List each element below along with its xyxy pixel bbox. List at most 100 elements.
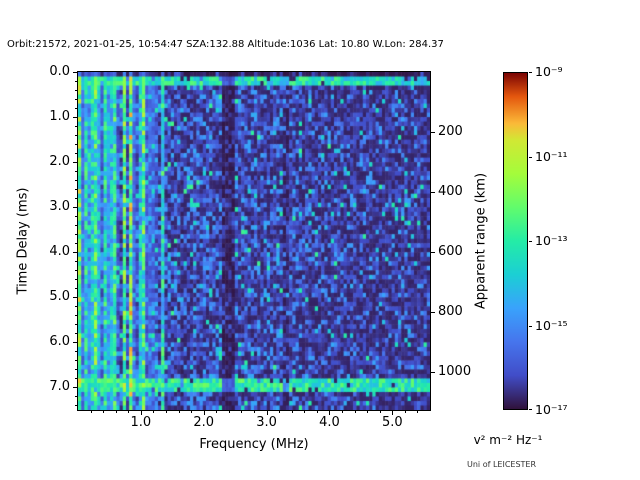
y-tick-label: 1.0: [49, 109, 70, 125]
x-minor-tick-mark: [103, 411, 105, 413]
y-minor-tick-mark: [75, 288, 77, 290]
colorbar-tick-label: 10⁻⁹: [535, 64, 563, 79]
y-tick-label: 5.0: [49, 289, 70, 305]
x-minor-tick-mark: [417, 411, 419, 413]
y-minor-tick-mark: [75, 144, 77, 146]
y-tick-mark: [73, 387, 77, 389]
y-tick-mark: [73, 297, 77, 299]
y-minor-tick-mark: [75, 225, 77, 227]
colorbar-tick-label: 10⁻¹⁵: [535, 317, 568, 333]
colorbar-tick-mark: [529, 156, 532, 158]
y-minor-tick-mark: [75, 234, 77, 236]
range-tick-label: 400: [438, 184, 463, 200]
colorbar: [503, 72, 528, 410]
x-minor-tick-mark: [178, 411, 180, 413]
x-minor-tick-mark: [354, 411, 356, 413]
x-tick-label: 3.0: [256, 415, 277, 430]
x-tick-label: 1.0: [130, 415, 152, 430]
colorbar-tick-mark: [529, 241, 532, 242]
plot-title: Orbit:21572, 2021-01-25, 10:54:47 SZA:13…: [7, 39, 444, 50]
x-minor-tick-mark: [216, 411, 218, 413]
y-tick-label: 6.0: [49, 334, 70, 350]
x-minor-tick-mark: [115, 411, 117, 413]
x-minor-tick-mark: [228, 411, 230, 413]
x-tick-mark: [140, 411, 142, 415]
x-minor-tick-mark: [316, 411, 318, 413]
y-minor-tick-mark: [75, 324, 77, 326]
x-minor-tick-mark: [241, 411, 243, 413]
range-tick-mark: [431, 312, 435, 314]
x-minor-tick-mark: [367, 411, 369, 413]
y-tick-label: 7.0: [49, 379, 70, 395]
y-minor-tick-mark: [75, 171, 77, 173]
x-minor-tick-mark: [191, 411, 193, 413]
y-minor-tick-mark: [75, 216, 77, 218]
y-minor-tick-mark: [75, 243, 77, 245]
x-minor-tick-mark: [379, 411, 381, 413]
y-minor-tick-mark: [75, 198, 77, 200]
y-minor-tick-mark: [75, 270, 77, 272]
y-tick-mark: [73, 72, 77, 73]
x-minor-tick-mark: [279, 411, 281, 413]
y-minor-tick-mark: [75, 279, 77, 281]
x-tick-label: 4.0: [319, 415, 340, 430]
range-tick-label: 200: [438, 124, 463, 140]
colorbar-tick-mark: [529, 325, 532, 327]
x-minor-tick-mark: [153, 411, 155, 413]
y-minor-tick-mark: [75, 405, 77, 407]
credit-text: Uni of LEICESTER: [467, 460, 537, 469]
x-minor-tick-mark: [254, 411, 255, 413]
ionogram-heatmap: [78, 72, 430, 410]
y-minor-tick-mark: [75, 108, 77, 110]
y-tick-mark: [73, 207, 77, 209]
y-minor-tick-mark: [75, 126, 77, 128]
y-tick-label: 0.0: [49, 64, 70, 79]
x-minor-tick-mark: [166, 411, 167, 413]
x-minor-tick-mark: [291, 411, 293, 413]
y-tick-label: 3.0: [49, 199, 70, 215]
y-minor-tick-mark: [75, 360, 77, 362]
range-tick-label: 600: [438, 244, 463, 260]
colorbar-tick-mark: [529, 409, 532, 410]
y-tick-mark: [73, 162, 77, 164]
range-tick-mark: [431, 132, 435, 134]
range-tick-mark: [431, 192, 435, 194]
y-minor-tick-mark: [75, 81, 77, 82]
y-minor-tick-mark: [75, 369, 77, 371]
x-tick-label: 5.0: [381, 415, 403, 430]
y-tick-mark: [73, 342, 77, 344]
x-minor-tick-mark: [304, 411, 306, 413]
x-tick-label: 2.0: [193, 415, 215, 430]
colorbar-tick-label: 10⁻¹³: [535, 233, 568, 248]
x-minor-tick-mark: [128, 411, 130, 413]
y-minor-tick-mark: [75, 306, 77, 308]
y-axis-label-right: Apparent range (km): [473, 172, 489, 310]
x-minor-tick-mark: [90, 411, 92, 413]
y-minor-tick-mark: [75, 90, 77, 92]
x-tick-mark: [203, 411, 205, 415]
y-minor-tick-mark: [75, 378, 77, 380]
x-tick-mark: [266, 411, 268, 415]
y-minor-tick-mark: [75, 315, 77, 317]
colorbar-tick-label: 10⁻¹⁷: [535, 402, 568, 417]
y-tick-mark: [73, 252, 77, 254]
range-tick-mark: [431, 372, 435, 374]
x-axis-label: Frequency (MHz): [199, 437, 309, 452]
range-tick-label: 1000: [438, 364, 472, 380]
y-minor-tick-mark: [75, 153, 77, 155]
x-tick-mark: [392, 411, 394, 415]
colorbar-tick-mark: [529, 72, 532, 73]
y-minor-tick-mark: [75, 333, 77, 335]
y-minor-tick-mark: [75, 351, 77, 353]
x-minor-tick-mark: [404, 411, 406, 413]
y-tick-label: 4.0: [49, 244, 70, 260]
y-minor-tick-mark: [75, 396, 77, 398]
y-minor-tick-mark: [75, 180, 77, 182]
colorbar-unit-label: v² m⁻² Hz⁻¹: [473, 433, 543, 447]
y-minor-tick-mark: [75, 99, 77, 101]
y-axis-label-left: Time Delay (ms): [15, 187, 31, 295]
range-tick-mark: [431, 252, 435, 254]
colorbar-tick-label: 10⁻¹¹: [535, 148, 568, 164]
y-minor-tick-mark: [75, 189, 77, 191]
